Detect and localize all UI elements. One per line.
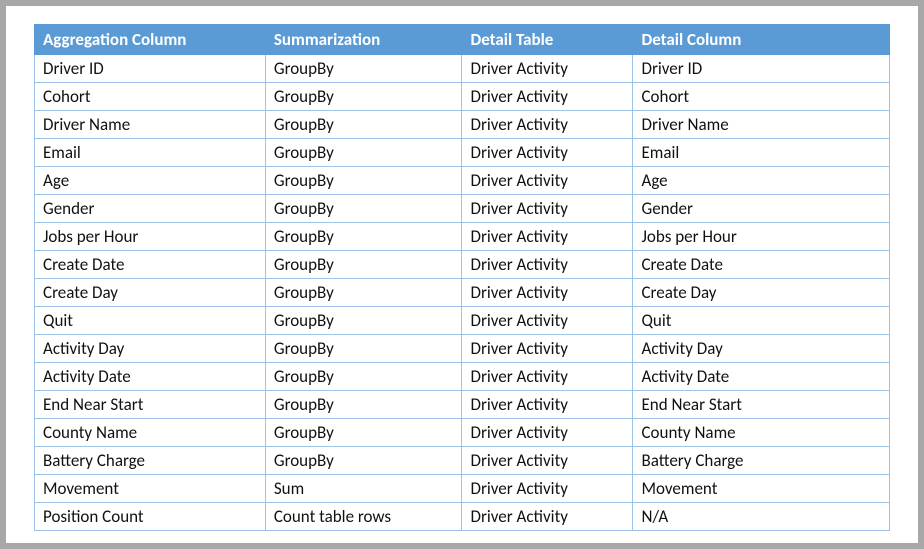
cell-detail-column: Cohort [633, 83, 890, 111]
table-row: End Near Start GroupBy Driver Activity E… [35, 391, 890, 419]
cell-detail-column: Quit [633, 307, 890, 335]
table-body: Driver ID GroupBy Driver Activity Driver… [35, 55, 890, 531]
cell-aggregation: Age [35, 167, 266, 195]
table-row: Cohort GroupBy Driver Activity Cohort [35, 83, 890, 111]
cell-summarization: Count table rows [265, 503, 462, 531]
cell-detail-column: Age [633, 167, 890, 195]
cell-detail-table: Driver Activity [462, 419, 633, 447]
table-row: Gender GroupBy Driver Activity Gender [35, 195, 890, 223]
cell-aggregation: End Near Start [35, 391, 266, 419]
table-row: Movement Sum Driver Activity Movement [35, 475, 890, 503]
cell-detail-table: Driver Activity [462, 139, 633, 167]
cell-aggregation: Activity Day [35, 335, 266, 363]
cell-aggregation: Position Count [35, 503, 266, 531]
cell-detail-table: Driver Activity [462, 195, 633, 223]
cell-aggregation: County Name [35, 419, 266, 447]
cell-detail-table: Driver Activity [462, 279, 633, 307]
table-header-row: Aggregation Column Summarization Detail … [35, 25, 890, 55]
cell-summarization: GroupBy [265, 391, 462, 419]
cell-summarization: GroupBy [265, 307, 462, 335]
table-row: Jobs per Hour GroupBy Driver Activity Jo… [35, 223, 890, 251]
cell-aggregation: Create Date [35, 251, 266, 279]
table-row: Driver Name GroupBy Driver Activity Driv… [35, 111, 890, 139]
cell-aggregation: Battery Charge [35, 447, 266, 475]
cell-aggregation: Cohort [35, 83, 266, 111]
cell-detail-column: Driver Name [633, 111, 890, 139]
cell-summarization: GroupBy [265, 251, 462, 279]
cell-aggregation: Jobs per Hour [35, 223, 266, 251]
cell-detail-column: N/A [633, 503, 890, 531]
cell-aggregation: Gender [35, 195, 266, 223]
cell-detail-table: Driver Activity [462, 111, 633, 139]
col-header-detail-table: Detail Table [462, 25, 633, 55]
table-row: Create Date GroupBy Driver Activity Crea… [35, 251, 890, 279]
cell-detail-column: Driver ID [633, 55, 890, 83]
cell-summarization: Sum [265, 475, 462, 503]
cell-detail-table: Driver Activity [462, 307, 633, 335]
cell-aggregation: Activity Date [35, 363, 266, 391]
cell-summarization: GroupBy [265, 139, 462, 167]
cell-summarization: GroupBy [265, 111, 462, 139]
cell-detail-table: Driver Activity [462, 83, 633, 111]
table-row: Activity Day GroupBy Driver Activity Act… [35, 335, 890, 363]
cell-summarization: GroupBy [265, 363, 462, 391]
cell-detail-table: Driver Activity [462, 223, 633, 251]
col-header-aggregation: Aggregation Column [35, 25, 266, 55]
cell-summarization: GroupBy [265, 195, 462, 223]
table-row: Create Day GroupBy Driver Activity Creat… [35, 279, 890, 307]
cell-detail-column: Activity Date [633, 363, 890, 391]
page-frame: Aggregation Column Summarization Detail … [6, 6, 918, 543]
cell-detail-table: Driver Activity [462, 475, 633, 503]
cell-summarization: GroupBy [265, 223, 462, 251]
cell-detail-column: End Near Start [633, 391, 890, 419]
cell-aggregation: Quit [35, 307, 266, 335]
cell-aggregation: Driver ID [35, 55, 266, 83]
table-row: Email GroupBy Driver Activity Email [35, 139, 890, 167]
table-row: Age GroupBy Driver Activity Age [35, 167, 890, 195]
cell-detail-column: Activity Day [633, 335, 890, 363]
cell-summarization: GroupBy [265, 83, 462, 111]
table-row: Quit GroupBy Driver Activity Quit [35, 307, 890, 335]
cell-detail-column: Jobs per Hour [633, 223, 890, 251]
table-row: County Name GroupBy Driver Activity Coun… [35, 419, 890, 447]
cell-summarization: GroupBy [265, 419, 462, 447]
cell-summarization: GroupBy [265, 335, 462, 363]
cell-detail-column: Create Day [633, 279, 890, 307]
cell-summarization: GroupBy [265, 279, 462, 307]
table-row: Activity Date GroupBy Driver Activity Ac… [35, 363, 890, 391]
aggregation-table: Aggregation Column Summarization Detail … [34, 24, 890, 531]
cell-detail-table: Driver Activity [462, 55, 633, 83]
cell-detail-table: Driver Activity [462, 503, 633, 531]
cell-detail-column: Movement [633, 475, 890, 503]
cell-aggregation: Driver Name [35, 111, 266, 139]
table-row: Battery Charge GroupBy Driver Activity B… [35, 447, 890, 475]
cell-summarization: GroupBy [265, 167, 462, 195]
cell-detail-table: Driver Activity [462, 391, 633, 419]
cell-detail-column: County Name [633, 419, 890, 447]
cell-detail-table: Driver Activity [462, 251, 633, 279]
cell-aggregation: Create Day [35, 279, 266, 307]
cell-detail-column: Email [633, 139, 890, 167]
cell-detail-table: Driver Activity [462, 447, 633, 475]
cell-detail-column: Create Date [633, 251, 890, 279]
cell-detail-table: Driver Activity [462, 167, 633, 195]
cell-detail-column: Battery Charge [633, 447, 890, 475]
table-row: Driver ID GroupBy Driver Activity Driver… [35, 55, 890, 83]
cell-aggregation: Email [35, 139, 266, 167]
table-row: Position Count Count table rows Driver A… [35, 503, 890, 531]
cell-detail-column: Gender [633, 195, 890, 223]
cell-summarization: GroupBy [265, 447, 462, 475]
col-header-detail-column: Detail Column [633, 25, 890, 55]
cell-summarization: GroupBy [265, 55, 462, 83]
cell-detail-table: Driver Activity [462, 363, 633, 391]
cell-aggregation: Movement [35, 475, 266, 503]
col-header-summarization: Summarization [265, 25, 462, 55]
cell-detail-table: Driver Activity [462, 335, 633, 363]
